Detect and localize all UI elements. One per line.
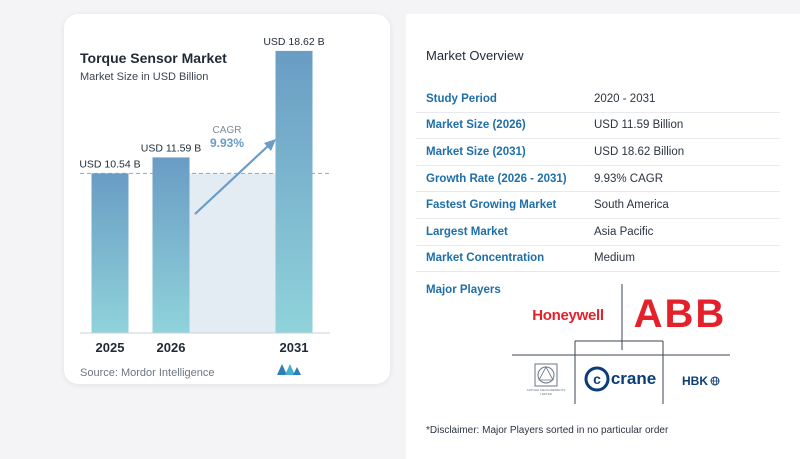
overview-row: Largest Market Asia Pacific bbox=[416, 219, 780, 246]
cagr-label: CAGR bbox=[213, 125, 242, 136]
overview-row: Market Size (2031) USD 18.62 Billion bbox=[416, 139, 780, 166]
row-key: Largest Market bbox=[426, 225, 508, 238]
row-key: Study Period bbox=[426, 92, 497, 105]
abb-logo-text: ABB bbox=[633, 292, 727, 336]
overview-row: Study Period 2020 - 2031 bbox=[416, 86, 780, 113]
honeywell-logo-text: Honeywell bbox=[532, 306, 604, 324]
row-key: Market Size (2031) bbox=[426, 145, 526, 158]
row-value: USD 18.62 Billion bbox=[594, 145, 685, 158]
svg-text:c: c bbox=[593, 371, 601, 387]
crane-logo-text: crane bbox=[610, 369, 657, 388]
bar-2031 bbox=[275, 50, 313, 333]
overview-table: Study Period 2020 - 2031 Market Size (202… bbox=[416, 86, 780, 273]
overview-row: Market Size (2026) USD 11.59 Billion bbox=[416, 113, 780, 140]
overview-panel bbox=[406, 14, 800, 459]
disclaimer: *Disclaimer: Major Players sorted in no … bbox=[426, 425, 669, 436]
major-players-title: Major Players bbox=[426, 284, 501, 296]
hbk-logo-text: HBK bbox=[682, 374, 708, 388]
row-key: Growth Rate (2026 - 2031) bbox=[426, 172, 567, 185]
honeywell-logo: Honeywell bbox=[520, 303, 616, 327]
bar-2025 bbox=[91, 173, 129, 333]
growth-shaded-area bbox=[189, 173, 276, 333]
applied-measurements-text: APPLIED MEASUREMENTS LIMITED bbox=[526, 388, 566, 396]
row-value: USD 11.59 Billion bbox=[594, 119, 684, 132]
crane-logo: c crane bbox=[580, 360, 660, 398]
overview-row: Growth Rate (2026 - 2031) 9.93% CAGR bbox=[416, 166, 780, 193]
data-label-2031: USD 18.62 B bbox=[263, 36, 324, 48]
bar-chart: USD 10.54 B 2025 USD 11.59 B 2026 USD 18.62 … bbox=[79, 36, 330, 355]
overview-row: Market Concentration Medium bbox=[416, 246, 780, 273]
row-key: Market Size (2026) bbox=[426, 119, 526, 132]
hbk-globe-icon bbox=[710, 376, 720, 386]
cagr-arrow-head bbox=[264, 139, 276, 151]
source-text: Source: Mordor Intelligence bbox=[80, 367, 215, 379]
mordor-logo-icon bbox=[277, 364, 301, 375]
x-tick-label-2031: 2031 bbox=[280, 340, 309, 355]
chart-title: Torque Sensor Market bbox=[80, 50, 227, 66]
x-tick-label-2025: 2025 bbox=[96, 340, 125, 355]
row-value: 2020 - 2031 bbox=[594, 92, 656, 105]
players-grid bbox=[512, 284, 730, 404]
applied-measurements-logo: APPLIED MEASUREMENTS LIMITED bbox=[526, 358, 566, 402]
x-tick-label-2026: 2026 bbox=[157, 340, 186, 355]
hbk-logo: HBK bbox=[678, 372, 724, 390]
row-value: Asia Pacific bbox=[594, 225, 654, 238]
chart-subtitle: Market Size in USD Billion bbox=[80, 71, 209, 83]
row-key: Market Concentration bbox=[426, 252, 545, 265]
bar-2026 bbox=[152, 157, 190, 333]
row-value: Medium bbox=[594, 252, 635, 265]
row-key: Fastest Growing Market bbox=[426, 199, 557, 212]
crane-icon: c bbox=[584, 366, 610, 392]
overview-row: Fastest Growing Market South America bbox=[416, 192, 780, 219]
abb-logo: ABB bbox=[632, 292, 728, 336]
applied-measurements-icon bbox=[534, 363, 558, 387]
data-label-2025: USD 10.54 B bbox=[79, 158, 140, 170]
data-label-2026: USD 11.59 B bbox=[141, 142, 202, 154]
row-value: South America bbox=[594, 199, 669, 212]
overview-title: Market Overview bbox=[426, 48, 524, 63]
row-value: 9.93% CAGR bbox=[594, 172, 664, 185]
cagr-value: 9.93% bbox=[210, 136, 244, 150]
cagr-arrow-line bbox=[194, 145, 269, 215]
